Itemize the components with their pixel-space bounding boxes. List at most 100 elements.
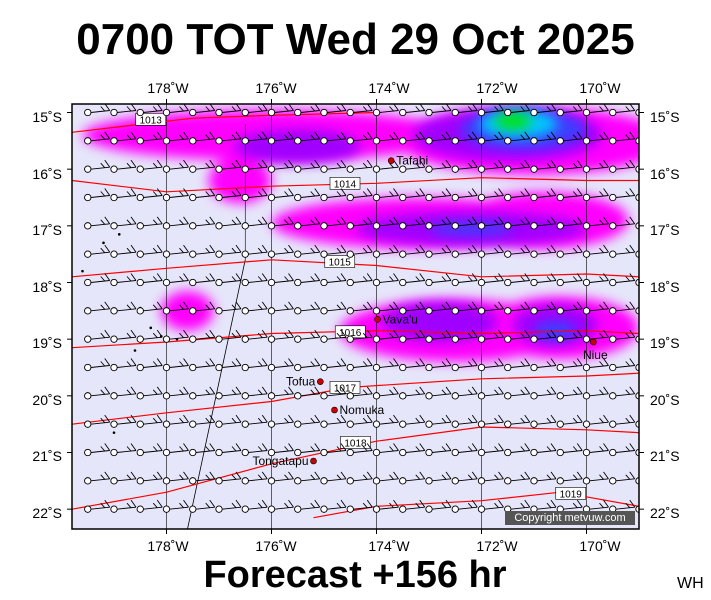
wind-barb — [399, 216, 426, 230]
wind-barb — [84, 499, 111, 513]
wind-barb — [267, 188, 294, 202]
wind-barb — [136, 471, 163, 485]
lat-label-right: 17˚S — [650, 222, 680, 238]
page-title: 0700 TOT Wed 29 Oct 2025 — [76, 15, 635, 64]
wind-barb — [294, 443, 321, 457]
wind-barb — [530, 216, 557, 230]
wind-barb — [267, 301, 294, 315]
place-marker — [317, 378, 324, 385]
wind-barb — [215, 244, 242, 258]
place-label: Tafahi — [396, 154, 428, 168]
wind-barb — [530, 159, 557, 173]
wind-barb — [162, 159, 189, 173]
wind-barb — [162, 499, 189, 513]
wind-barb — [162, 301, 189, 315]
wind-barb — [582, 471, 609, 485]
wind-barb — [294, 386, 321, 400]
lat-label-left: 15˚S — [32, 109, 62, 125]
wind-barb — [556, 159, 583, 173]
wind-barb — [189, 244, 216, 258]
wind-barb — [346, 216, 373, 230]
wind-barb — [267, 414, 294, 428]
wind-barb — [425, 301, 452, 315]
wind-barb — [241, 301, 268, 315]
wind-barb — [215, 414, 242, 428]
lon-label-top: 176˚W — [255, 80, 297, 96]
wind-barb — [162, 443, 189, 457]
wind-barb — [372, 443, 399, 457]
wind-barb — [451, 443, 478, 457]
wind-barb — [504, 216, 531, 230]
wind-barb — [346, 131, 373, 145]
isobar-label: 1014 — [334, 179, 357, 190]
lon-label-top: 172˚W — [476, 80, 518, 96]
wind-barb — [504, 244, 531, 258]
wind-barb — [556, 301, 583, 315]
wind-barb — [346, 471, 373, 485]
wind-barb — [215, 329, 242, 343]
wind-barb — [399, 443, 426, 457]
wind-barb — [582, 188, 609, 202]
wind-barb — [504, 414, 531, 428]
wind-barb — [215, 131, 242, 145]
wind-barb — [241, 244, 268, 258]
wind-barb — [609, 414, 636, 428]
wind-barb — [609, 301, 636, 315]
wind-barb — [267, 131, 294, 145]
wind-barb — [399, 414, 426, 428]
wind-barb — [609, 329, 636, 343]
isobar-label-box — [329, 177, 361, 190]
wind-barb — [215, 216, 242, 230]
wind-barb — [110, 499, 137, 513]
wind-barb — [372, 471, 399, 485]
wind-barb — [189, 301, 216, 315]
wind-barb — [136, 414, 163, 428]
wind-barb — [294, 104, 321, 117]
wind-barb — [451, 273, 478, 287]
wind-barb — [110, 471, 137, 485]
wind-barb — [320, 386, 347, 400]
wind-barb — [320, 159, 347, 173]
wind-barb — [372, 273, 399, 287]
wind-barb — [582, 244, 609, 258]
wind-barb — [267, 244, 294, 258]
wind-barb — [294, 159, 321, 173]
wind-barb — [320, 414, 347, 428]
wind-barb — [189, 329, 216, 343]
wind-barb — [556, 188, 583, 202]
wind-barb — [477, 386, 504, 400]
wind-barb — [504, 443, 531, 457]
wind-barb — [346, 443, 373, 457]
wind-barb — [84, 188, 111, 202]
wind-barb — [556, 443, 583, 457]
wind-barb — [609, 443, 636, 457]
lat-label-right: 21˚S — [650, 448, 680, 464]
island-speck — [112, 431, 116, 434]
wind-barb — [504, 358, 531, 372]
lat-label-right: 15˚S — [650, 109, 680, 125]
wind-barb — [346, 386, 373, 400]
wind-barb — [294, 131, 321, 145]
wind-barb — [425, 131, 452, 145]
wind-barb — [609, 131, 636, 145]
lat-label-right: 20˚S — [650, 392, 680, 408]
wind-barb — [136, 443, 163, 457]
wind-barb — [241, 329, 268, 343]
wind-barb — [162, 471, 189, 485]
wind-barb — [477, 273, 504, 287]
wind-barb — [189, 499, 216, 513]
wind-barb — [451, 358, 478, 372]
lat-label-right: 18˚S — [650, 279, 680, 295]
wind-barb — [241, 499, 268, 513]
wind-barb — [451, 159, 478, 173]
wind-barb — [346, 188, 373, 202]
wind-barb — [241, 386, 268, 400]
wind-barb — [189, 104, 216, 117]
wind-barb — [556, 273, 583, 287]
wind-barb — [267, 386, 294, 400]
wind-barb — [267, 329, 294, 343]
wind-barb — [84, 386, 111, 400]
wind-barb — [110, 443, 137, 457]
wind-barb — [320, 104, 347, 117]
wind-barb — [136, 273, 163, 287]
